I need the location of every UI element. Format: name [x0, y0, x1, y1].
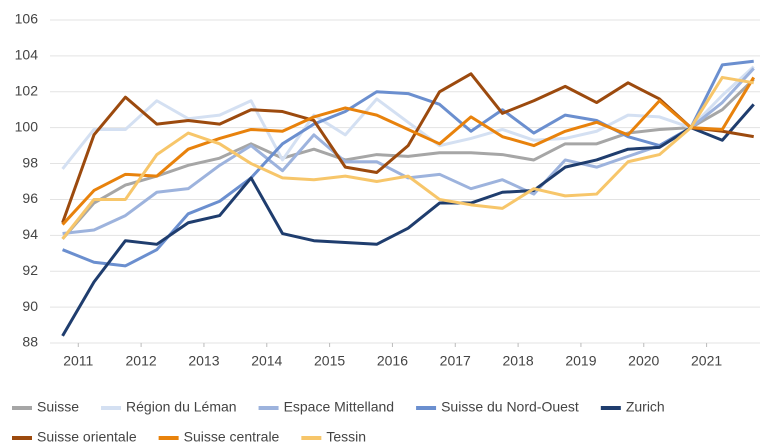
legend-label: Suisse orientale [37, 429, 137, 445]
legend-label: Zurich [626, 399, 665, 415]
legend-item: Tessin [301, 429, 366, 445]
y-tick-label: 98 [22, 154, 38, 170]
legend-item: Région du Léman [101, 399, 237, 415]
x-tick-label: 2012 [126, 353, 157, 369]
x-tick-label: 2013 [188, 353, 219, 369]
x-tick-label: 2017 [440, 353, 471, 369]
y-tick-label: 106 [15, 11, 39, 27]
legend-label: Suisse [37, 399, 79, 415]
y-tick-label: 92 [22, 262, 38, 278]
x-tick-label: 2018 [503, 353, 534, 369]
series-line [61, 65, 755, 170]
x-tick-label: 2021 [691, 353, 722, 369]
series-line [61, 76, 756, 226]
y-tick-label: 102 [15, 82, 39, 98]
series-line [61, 75, 754, 240]
legend-label: Région du Léman [126, 399, 237, 415]
y-tick-label: 100 [15, 118, 39, 134]
legend-label: Suisse du Nord-Ouest [441, 399, 579, 415]
legend-item: Espace Mittelland [258, 399, 395, 415]
x-tick-label: 2020 [628, 353, 659, 369]
y-tick-label: 96 [22, 190, 38, 206]
x-tick-label: 2015 [314, 353, 345, 369]
legend-item: Suisse du Nord-Ouest [416, 399, 579, 415]
y-tick-label: 90 [22, 298, 38, 314]
legend-item: Suisse [12, 399, 79, 415]
x-tick-label: 2016 [377, 353, 408, 369]
series-line [61, 78, 755, 240]
legend-item: Zurich [600, 399, 665, 415]
legend-label: Suisse centrale [184, 429, 280, 445]
series-line [61, 103, 755, 337]
x-tick-label: 2011 [63, 353, 93, 369]
legend-label: Tessin [326, 429, 366, 445]
series-line [61, 72, 754, 224]
x-tick-label: 2014 [251, 353, 282, 369]
y-tick-label: 88 [22, 334, 38, 350]
legend-item: Suisse orientale [12, 429, 137, 445]
series-line [62, 59, 754, 268]
legend-item: Suisse centrale [158, 429, 280, 445]
x-tick-label: 2019 [565, 353, 596, 369]
y-tick-label: 94 [22, 226, 38, 242]
legend-label: Espace Mittelland [284, 399, 395, 415]
y-tick-label: 104 [15, 47, 39, 63]
